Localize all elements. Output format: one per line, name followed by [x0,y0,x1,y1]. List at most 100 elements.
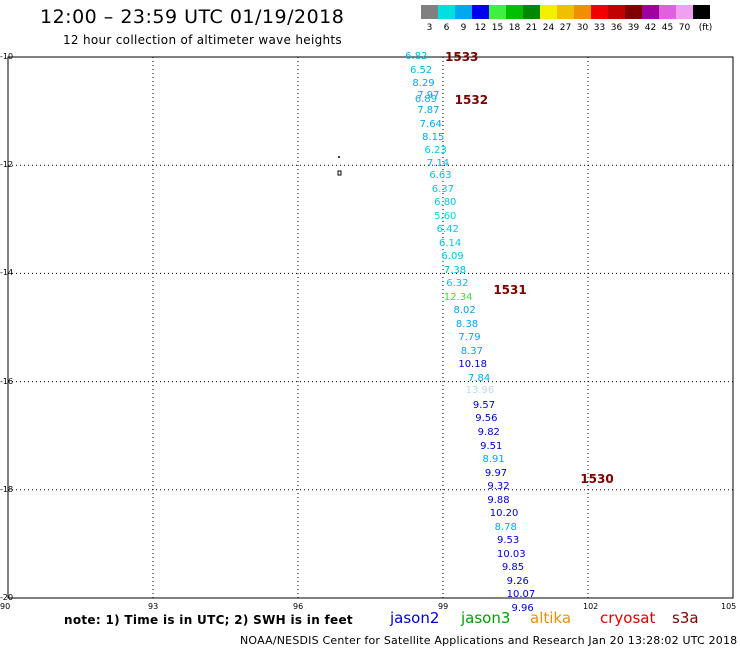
wave-height-value: 7.87 [417,105,440,117]
wave-height-value: 9.32 [487,481,510,493]
legend-label: 36 [610,23,623,33]
legend-label: 45 [661,23,674,33]
footer-note: note: 1) Time is in UTC; 2) SWH is in fe… [64,613,353,627]
wave-height-value: 8.78 [494,521,517,533]
lon-tick-label: 105 [721,602,737,611]
legend-swatch [676,5,693,19]
legend-swatch [540,5,557,19]
wave-height-value: 8.29 [412,78,435,90]
wave-height-value: 9.57 [472,399,496,411]
lon-tick-label: 93 [148,602,159,611]
legend-label: 70 [678,23,691,33]
satellite-label: jason2 [390,609,440,627]
page-subtitle: 12 hour collection of altimeter wave hei… [63,33,342,47]
wave-height-value: 8.37 [460,345,484,357]
satellite-label: jason3 [461,609,511,627]
legend-swatch [523,5,540,19]
legend-label: 18 [508,23,521,33]
credit-line: NOAA/NESDIS Center for Satellite Applica… [240,634,738,647]
legend-label: (ft) [698,23,713,33]
wave-height-value: 8.02 [453,305,476,317]
wave-height-value: 7.84 [468,372,491,384]
lat-tick-label: -18 [0,484,14,494]
legend-label: 42 [644,23,657,33]
wave-height-value: 6.82 [405,51,428,62]
wave-height-value: 8.38 [455,318,479,330]
legend-swatch [506,5,523,19]
wave-height-value: 9.97 [484,467,508,479]
legend-swatch [472,5,489,19]
wave-height-value: 12.34 [443,291,473,303]
wave-height-value: 10.07 [506,589,536,601]
wave-height-value: 6.37 [431,183,455,195]
legend-swatch [574,5,591,19]
wave-height-value: 9.96 [511,602,534,614]
pass-number-label: 1531 [493,282,527,297]
wave-height-value: 6.14 [439,237,462,249]
wave-height-value: 7.79 [458,332,481,344]
wave-height-value: 7.14 [426,157,450,169]
wave-height-value: 6.42 [436,224,459,236]
wave-height-value: 10.03 [497,548,526,560]
wave-height-value: 9.85 [501,562,525,574]
wave-height-value: 7.97 [417,89,440,101]
lat-tick-label: -14 [0,268,14,278]
lat-tick-label: -20 [0,593,14,602]
lat-tick-label: -16 [0,376,14,386]
legend-swatch [455,5,472,19]
lat-tick-label: -10 [0,52,14,61]
legend-label: 33 [593,23,606,33]
legend-swatch [608,5,625,19]
legend-label: 6 [443,23,450,33]
wave-height-value: 9.88 [487,494,510,506]
wave-height-value: 6.80 [434,197,457,209]
legend-swatch [693,5,710,19]
legend-label: 21 [525,23,538,33]
wave-height-value: 10.20 [489,508,519,520]
lat-tick-label: -12 [0,160,14,170]
island-marker [337,170,342,176]
legend-label: 24 [542,23,555,33]
wave-height-value: 9.26 [506,575,529,587]
legend-swatch [557,5,574,19]
lon-tick-label: 90 [0,602,11,611]
wave-height-value: 6.52 [410,64,433,76]
island-marker [338,156,340,158]
wave-height-value: 7.64 [419,118,442,130]
legend-swatch [438,5,455,19]
wave-height-value: 6.63 [429,170,452,182]
legend-label: 9 [460,23,467,33]
wave-height-value: 6.09 [441,251,464,263]
wave-height-value: 9.82 [477,426,500,438]
legend-label: 30 [576,23,589,33]
lon-tick-label: 99 [438,602,449,611]
legend-swatch [421,5,438,19]
wave-height-value: 6.89 [414,94,438,106]
legend-swatch [591,5,608,19]
wave-height-value: 6.23 [424,144,447,156]
legend-swatch [625,5,642,19]
wave-height-value: 5.60 [434,210,457,222]
legend-swatch [642,5,659,19]
page-title: 12:00 – 23:59 UTC 01/19/2018 [40,6,345,28]
pass-number-label: 1533 [445,50,479,64]
map-frame [7,56,734,599]
wave-height-value: 13.96 [465,385,495,397]
lon-tick-label: 96 [293,602,304,611]
wave-height-value: 8.15 [422,132,445,144]
wave-height-value: 6.32 [446,278,469,290]
pass-number-label: 1530 [580,471,614,486]
legend-label: 39 [627,23,640,33]
legend-swatch [489,5,506,19]
pass-number-label: 1532 [454,93,489,108]
legend-label: 3 [426,23,433,33]
satellite-label: s3a [672,609,699,627]
satellite-label: cryosat [600,609,656,627]
legend-label: 15 [491,23,504,33]
wave-height-value: 10.18 [458,359,487,371]
lon-tick-label: 102 [583,602,599,611]
wave-height-value: 9.56 [475,413,498,425]
satellite-label: altika [530,609,572,627]
wave-height-value: 7.38 [443,264,467,276]
